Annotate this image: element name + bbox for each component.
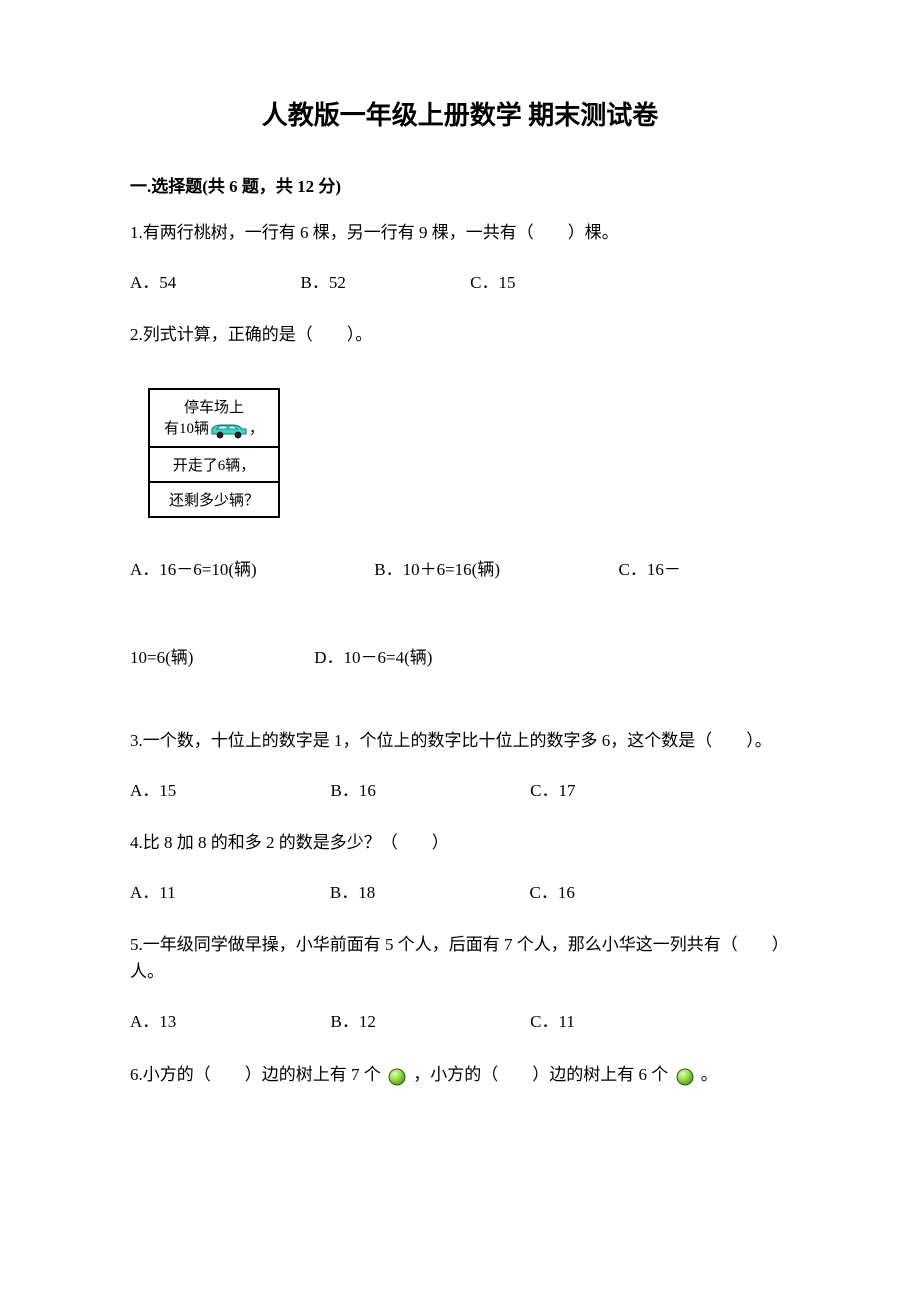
q2-card: 停车场上 有10辆 ， 开走了6辆， 还剩多少辆？: [148, 388, 280, 518]
exam-page: 人教版一年级上册数学 期末测试卷 一.选择题(共 6 题，共 12 分) 1.有…: [0, 0, 920, 1302]
q2-card-row1-line1: 停车场上: [164, 396, 264, 417]
q2-card-row2: 开走了6辆，: [150, 448, 278, 483]
q2-option-a: A．16－6=10(辆): [130, 548, 370, 592]
q4-option-b: B．18: [330, 878, 375, 903]
question-5-text: 5.一年级同学做早操，小华前面有 5 个人，后面有 7 个人，那么小华这一列共有…: [130, 931, 790, 985]
question-1-text: 1.有两行桃树，一行有 6 棵，另一行有 9 棵，一共有（ ）棵。: [130, 219, 790, 246]
q4-option-a: A．11: [130, 878, 176, 903]
green-ball-icon: [387, 1066, 407, 1086]
q1-option-a: A．54: [130, 268, 176, 293]
q2-card-row3: 还剩多少辆？: [150, 483, 278, 516]
q2-card-row1: 停车场上 有10辆 ，: [150, 390, 278, 448]
q2-option-c-part2: 10=6(辆): [130, 636, 310, 680]
question-2-options: A．16－6=10(辆) B．10＋6=16(辆) C．16－ 10=6(辆) …: [130, 548, 790, 681]
q2-option-d: D．10－6=4(辆): [314, 636, 432, 680]
question-6-text: 6.小方的（ ）边的树上有 7 个 ，小方的（ ）边的树上有 6 个 。: [130, 1060, 790, 1091]
q1-option-b: B．52: [301, 268, 346, 293]
q3-option-a: A．15: [130, 776, 176, 801]
q4-option-c: C．16: [530, 878, 575, 903]
q3-option-c: C．17: [530, 776, 575, 801]
question-3-options: A．15 B．16 C．17: [130, 776, 790, 801]
q6-part2: ，小方的（ ）边的树上有 6 个: [409, 1065, 673, 1084]
q3-option-b: B．16: [331, 776, 376, 801]
q2-card-row1-line2-pre: 有10辆: [164, 421, 209, 437]
question-4-text: 4.比 8 加 8 的和多 2 的数是多少？（ ）: [130, 829, 790, 856]
question-2-text: 2.列式计算，正确的是（ ）。: [130, 321, 790, 348]
question-1-options: A．54 B．52 C．15: [130, 268, 790, 293]
question-3-text: 3.一个数，十位上的数字是 1，个位上的数字比十位上的数字多 6，这个数是（ ）…: [130, 727, 790, 754]
q5-option-c: C．11: [530, 1007, 575, 1032]
q5-option-a: A．13: [130, 1007, 176, 1032]
question-5-options: A．13 B．12 C．11: [130, 1007, 790, 1032]
car-icon: [209, 420, 249, 440]
q6-part1: 6.小方的（ ）边的树上有 7 个: [130, 1065, 385, 1084]
page-title: 人教版一年级上册数学 期末测试卷: [130, 95, 790, 132]
question-4-options: A．11 B．18 C．16: [130, 878, 790, 903]
q2-card-row1-comma: ，: [249, 421, 264, 437]
q2-option-b: B．10＋6=16(辆): [374, 548, 614, 592]
green-ball-icon: [675, 1066, 695, 1086]
q1-option-c: C．15: [470, 268, 515, 293]
q6-part3: 。: [697, 1065, 718, 1084]
section-1-header: 一.选择题(共 6 题，共 12 分): [130, 172, 790, 197]
q5-option-b: B．12: [331, 1007, 376, 1032]
q2-option-c-part1: C．16－: [619, 548, 681, 592]
